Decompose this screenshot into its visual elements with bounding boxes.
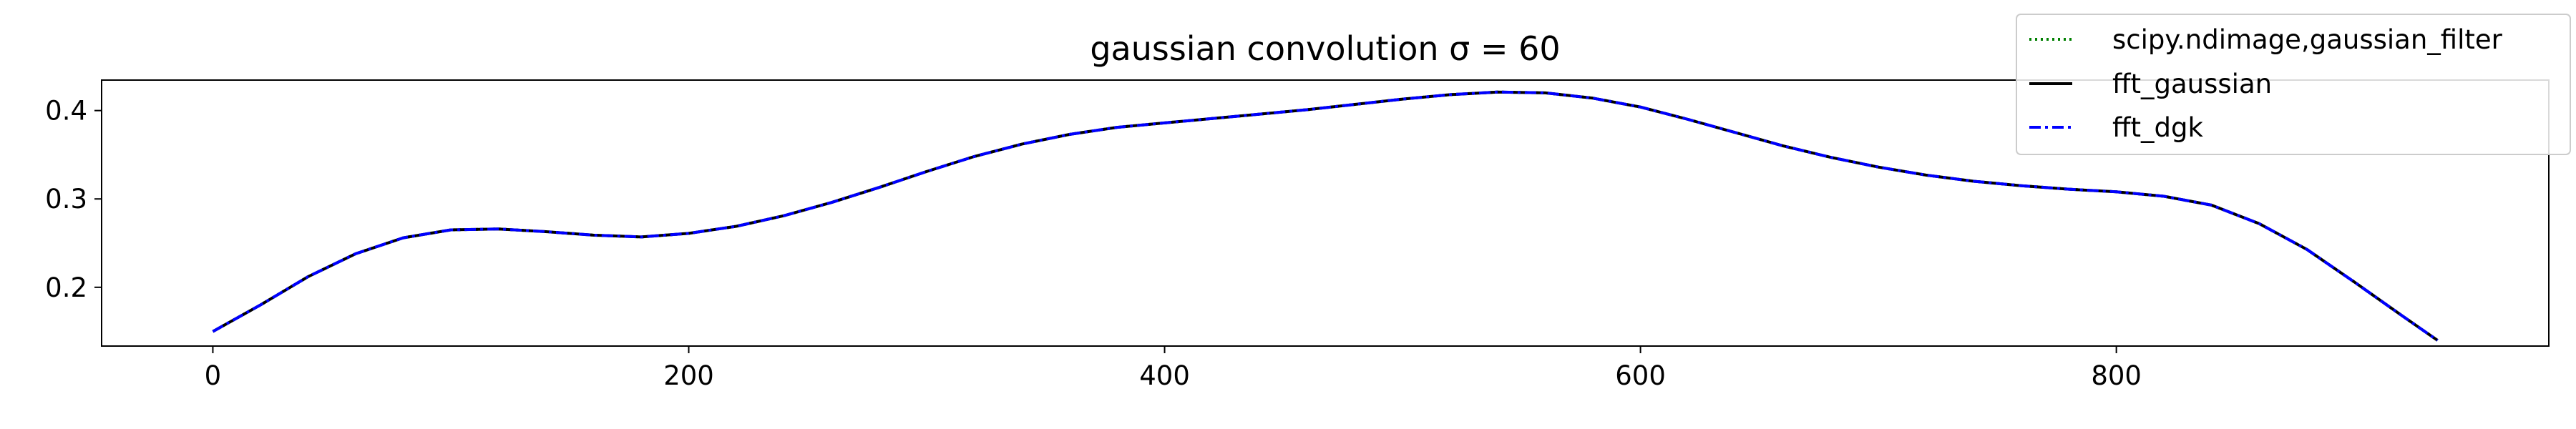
x-tick-label: 0: [205, 360, 222, 391]
x-tick-label: 200: [663, 360, 714, 391]
legend-label-scipy: scipy.ndimage,gaussian_filter: [2112, 24, 2503, 55]
legend-box: [2016, 14, 2571, 155]
x-axis-ticks: 0 200 400 600 800: [205, 346, 2142, 391]
series-line-2: [212, 90, 2439, 342]
y-tick-label: 0.2: [45, 272, 87, 303]
plot-frame: [101, 79, 2550, 347]
chart-title: gaussian convolution σ = 60: [1090, 29, 1560, 68]
y-axis-ticks: 0.2 0.3 0.4: [45, 96, 102, 303]
series-layer: [212, 90, 2439, 342]
x-tick-label: 400: [1139, 360, 1190, 391]
x-tick-label: 600: [1615, 360, 1666, 391]
x-tick-label: 800: [2091, 360, 2142, 391]
legend: scipy.ndimage,gaussian_filter fft_gaussi…: [2016, 14, 2571, 155]
y-tick-label: 0.4: [45, 96, 87, 127]
legend-label-fft-gaussian: fft_gaussian: [2112, 69, 2272, 99]
legend-label-fft-dgk: fft_dgk: [2112, 112, 2203, 143]
y-tick-label: 0.3: [45, 184, 87, 214]
